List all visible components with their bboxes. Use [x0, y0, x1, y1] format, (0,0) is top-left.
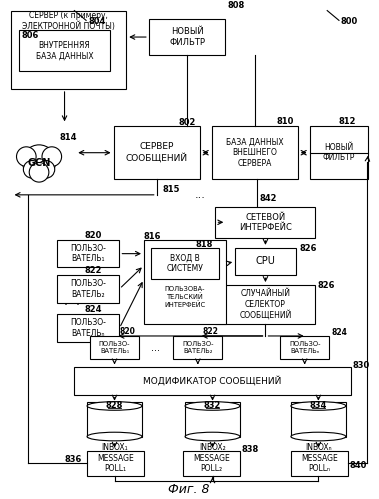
FancyBboxPatch shape — [90, 336, 139, 359]
Text: ВНУТРЕННЯЯ
БАЗА ДАННЫХ: ВНУТРЕННЯЯ БАЗА ДАННЫХ — [36, 41, 93, 60]
FancyBboxPatch shape — [280, 336, 329, 359]
FancyBboxPatch shape — [216, 207, 315, 238]
Text: ...: ... — [151, 343, 160, 353]
Ellipse shape — [87, 432, 142, 441]
Text: 814: 814 — [60, 133, 77, 142]
FancyBboxPatch shape — [57, 240, 119, 267]
Bar — [291, 402, 346, 437]
Text: НОВЫЙ
ФИЛЬТР: НОВЫЙ ФИЛЬТР — [323, 143, 355, 162]
Text: 815: 815 — [163, 186, 180, 195]
Text: GCN: GCN — [27, 159, 51, 169]
Text: 826: 826 — [300, 244, 317, 253]
FancyBboxPatch shape — [216, 285, 315, 324]
FancyBboxPatch shape — [57, 275, 119, 303]
Text: 806: 806 — [21, 30, 39, 39]
Ellipse shape — [87, 402, 142, 410]
Circle shape — [17, 147, 36, 166]
FancyBboxPatch shape — [235, 248, 296, 275]
Text: 840: 840 — [350, 461, 367, 470]
Text: 816: 816 — [144, 233, 161, 242]
Text: 820: 820 — [84, 231, 102, 240]
FancyBboxPatch shape — [310, 126, 368, 179]
Text: 832: 832 — [204, 402, 221, 411]
Text: МОДИФИКАТОР СООБЩЕНИЙ: МОДИФИКАТОР СООБЩЕНИЙ — [143, 376, 282, 386]
Text: INBOX₁: INBOX₁ — [101, 443, 128, 452]
Text: 842: 842 — [260, 194, 277, 203]
Ellipse shape — [185, 432, 240, 441]
Circle shape — [22, 145, 56, 178]
Bar — [87, 402, 142, 437]
Text: 826: 826 — [317, 281, 335, 290]
Text: 800: 800 — [341, 17, 358, 26]
Text: 824: 824 — [84, 305, 102, 314]
Text: 838: 838 — [242, 445, 259, 454]
Text: НОВЫЙ
ФИЛЬТР: НОВЫЙ ФИЛЬТР — [169, 27, 205, 47]
Text: 804: 804 — [88, 17, 105, 26]
Circle shape — [23, 161, 41, 178]
Text: ПОЛЬЗО-
ВАТЕЛЬ₁: ПОЛЬЗО- ВАТЕЛЬ₁ — [99, 341, 130, 354]
Text: ПОЛЬЗО-
ВАТЕЛЬₙ: ПОЛЬЗО- ВАТЕЛЬₙ — [70, 318, 106, 338]
FancyBboxPatch shape — [173, 336, 222, 359]
Text: ПОЛЬЗОВА-
ТЕЛЬСКИЙ
ИНТЕРФЕЙС: ПОЛЬЗОВА- ТЕЛЬСКИЙ ИНТЕРФЕЙС — [164, 286, 206, 307]
Text: 808: 808 — [227, 1, 244, 10]
FancyBboxPatch shape — [57, 314, 119, 342]
Text: 834: 834 — [310, 402, 327, 411]
Text: ВХОД В
СИСТЕМУ: ВХОД В СИСТЕМУ — [167, 254, 204, 273]
Text: MESSAGE
POLLₙ: MESSAGE POLLₙ — [301, 454, 338, 473]
Text: БАЗА ДАННЫХ
ВНЕШНЕГО
СЕРВЕРА: БАЗА ДАННЫХ ВНЕШНЕГО СЕРВЕРА — [226, 138, 283, 168]
Text: INBOXₙ: INBOXₙ — [305, 443, 332, 452]
Text: ПОЛЬЗО-
ВАТЕЛЬ₁: ПОЛЬЗО- ВАТЕЛЬ₁ — [70, 244, 106, 263]
Text: ПОЛЬЗО-
ВАТЕЛЬₙ: ПОЛЬЗО- ВАТЕЛЬₙ — [289, 341, 320, 354]
Text: INBOX₂: INBOX₂ — [199, 443, 226, 452]
FancyBboxPatch shape — [87, 451, 144, 476]
Circle shape — [29, 163, 49, 182]
FancyBboxPatch shape — [74, 367, 351, 395]
Text: MESSAGE
POLL₁: MESSAGE POLL₁ — [97, 454, 134, 473]
Circle shape — [37, 161, 55, 178]
FancyBboxPatch shape — [11, 10, 126, 89]
FancyBboxPatch shape — [211, 126, 298, 179]
FancyBboxPatch shape — [183, 451, 240, 476]
FancyBboxPatch shape — [144, 240, 226, 324]
Text: Фиг. 8: Фиг. 8 — [168, 484, 210, 497]
Circle shape — [42, 147, 62, 166]
Text: 822: 822 — [203, 326, 219, 335]
Text: ПОЛЬЗО-
ВАТЕЛЬ₂: ПОЛЬЗО- ВАТЕЛЬ₂ — [182, 341, 214, 354]
Text: СЛУЧАЙНЫЙ
СЕЛЕКТОР
СООБЩЕНИЙ: СЛУЧАЙНЫЙ СЕЛЕКТОР СООБЩЕНИЙ — [239, 289, 292, 320]
FancyBboxPatch shape — [291, 451, 348, 476]
Text: 810: 810 — [276, 117, 294, 126]
Ellipse shape — [291, 402, 346, 410]
Text: СЕРВЕР
СООБЩЕНИЙ: СЕРВЕР СООБЩЕНИЙ — [125, 142, 188, 163]
Text: 836: 836 — [64, 455, 82, 464]
Bar — [185, 402, 240, 437]
Text: 822: 822 — [84, 266, 102, 275]
Text: СЕРВЕР (к примеру,
ЭЛЕКТРОННОЙ ПОЧТЫ): СЕРВЕР (к примеру, ЭЛЕКТРОННОЙ ПОЧТЫ) — [22, 11, 115, 31]
Ellipse shape — [185, 402, 240, 410]
Text: 802: 802 — [178, 118, 196, 127]
Text: 812: 812 — [339, 117, 357, 126]
FancyBboxPatch shape — [149, 19, 225, 55]
FancyBboxPatch shape — [151, 248, 219, 279]
Text: 828: 828 — [106, 402, 123, 411]
Text: 824: 824 — [331, 327, 347, 336]
Text: 820: 820 — [119, 326, 135, 335]
Text: MESSAGE
POLL₂: MESSAGE POLL₂ — [193, 454, 230, 473]
FancyBboxPatch shape — [19, 30, 110, 71]
Ellipse shape — [291, 432, 346, 441]
Text: 830: 830 — [353, 361, 370, 370]
Text: ·  ·: · · — [64, 299, 80, 312]
FancyBboxPatch shape — [114, 126, 200, 179]
Text: 818: 818 — [196, 241, 213, 250]
Text: ...: ... — [194, 190, 205, 200]
Text: CPU: CPU — [255, 256, 276, 266]
Text: СЕТЕВОЙ
ИНТЕРФЕЙС: СЕТЕВОЙ ИНТЕРФЕЙС — [239, 213, 292, 232]
Text: ПОЛЬЗО-
ВАТЕЛЬ₂: ПОЛЬЗО- ВАТЕЛЬ₂ — [70, 279, 106, 298]
